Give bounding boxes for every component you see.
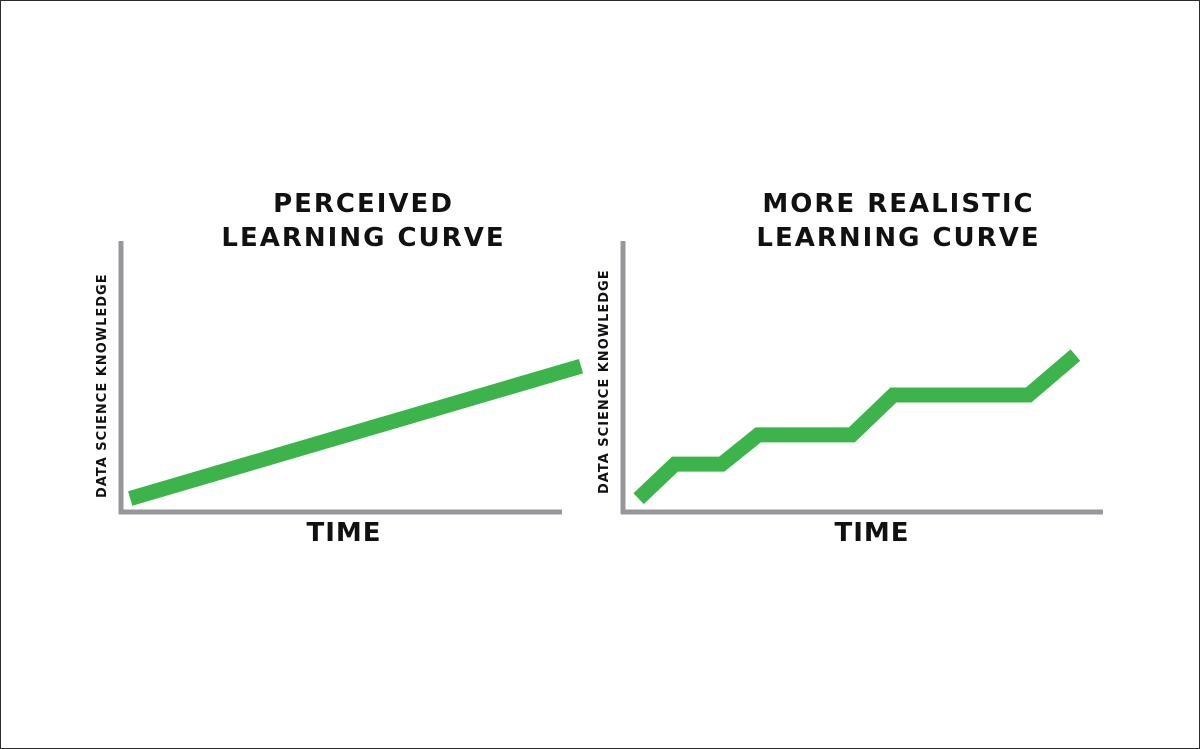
x-axis-label: TIME xyxy=(306,518,382,548)
y-axis-label: DATA SCIENCE KNOWLEDGE xyxy=(95,273,110,498)
x-axis-label: TIME xyxy=(834,518,910,548)
y-axis-label: DATA SCIENCE KNOWLEDGE xyxy=(597,269,612,494)
learning-curve-line xyxy=(128,359,584,506)
chart-title: MORE REALISTIC LEARNING CURVE xyxy=(756,189,1041,253)
realistic-chart-panel: MORE REALISTIC LEARNING CURVE DATA SCIEN… xyxy=(581,1,1199,748)
chart-title: PERCEIVED LEARNING CURVE xyxy=(221,189,506,253)
realistic-chart-plot xyxy=(620,241,1103,515)
learning-curve-line xyxy=(633,349,1081,505)
perceived-chart-plot xyxy=(118,241,584,515)
perceived-chart-panel: PERCEIVED LEARNING CURVE DATA SCIENCE KN… xyxy=(1,1,584,748)
